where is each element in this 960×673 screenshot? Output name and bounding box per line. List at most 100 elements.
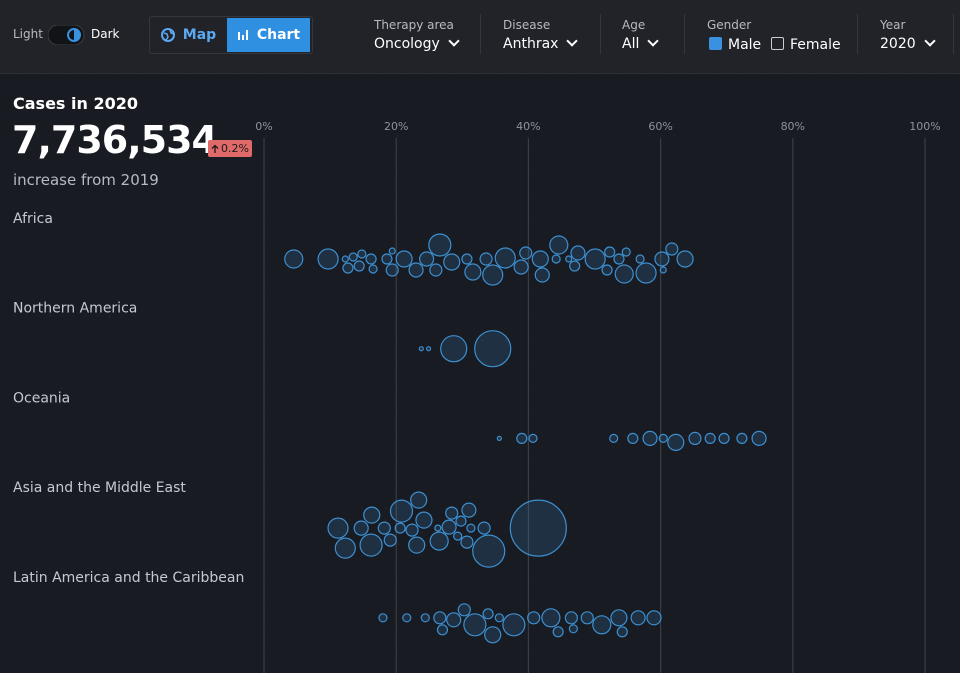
bubble — [528, 433, 538, 443]
bubble — [440, 335, 468, 363]
bubble — [479, 252, 493, 266]
row-label: Northern America — [13, 301, 137, 317]
bubble — [466, 523, 476, 533]
bubble — [436, 624, 449, 636]
filter-value: Anthrax — [503, 36, 559, 52]
bubble — [395, 250, 413, 268]
bubble — [667, 433, 685, 451]
checkbox[interactable] — [771, 37, 784, 50]
bubble — [474, 330, 512, 368]
filter-label: Disease — [503, 18, 551, 32]
theme-toggle[interactable] — [48, 25, 85, 45]
bubble — [484, 626, 502, 644]
bubble — [408, 536, 426, 554]
bubble — [445, 506, 459, 520]
bubble — [441, 519, 457, 535]
bubble — [627, 432, 639, 444]
gender-label: Gender — [707, 18, 752, 32]
bubble — [659, 266, 667, 274]
map-button[interactable]: Map — [150, 18, 227, 52]
bubble — [342, 262, 354, 274]
gender-option-label: Female — [790, 37, 841, 53]
divider — [684, 14, 685, 54]
row-label: Asia and the Middle East — [13, 480, 186, 496]
gender-option[interactable]: Male — [709, 36, 761, 53]
divider — [857, 14, 858, 54]
bubble — [428, 233, 452, 257]
theme-dark[interactable]: Dark — [91, 27, 120, 41]
bubble — [601, 264, 613, 276]
kpi-change-value: 0.2% — [221, 142, 249, 155]
bubble — [327, 517, 349, 539]
bubble — [609, 433, 619, 443]
bubble — [353, 520, 369, 536]
bubble — [418, 346, 424, 352]
bubble — [464, 263, 482, 281]
bubble — [635, 254, 645, 264]
bubble — [463, 613, 487, 637]
bubble — [402, 613, 412, 623]
bubble — [284, 249, 304, 269]
year-dropdown[interactable]: 2020 — [880, 35, 936, 52]
bubble — [569, 260, 581, 272]
filter-value: All — [622, 36, 640, 52]
filter-dropdown[interactable]: Oncology — [374, 35, 460, 52]
bubble — [658, 433, 668, 443]
bubble — [460, 535, 474, 549]
filter-dropdown[interactable]: Anthrax — [503, 35, 579, 52]
map-label: Map — [182, 27, 217, 43]
year-label: Year — [880, 18, 906, 32]
x-tick-label: 0% — [255, 120, 272, 133]
bubble — [317, 248, 339, 270]
bubble — [457, 603, 471, 617]
bubble — [616, 626, 628, 638]
divider — [600, 14, 601, 54]
bubble — [477, 521, 491, 535]
bubble — [704, 432, 716, 444]
bubble — [676, 250, 694, 268]
bubble — [348, 252, 358, 262]
bubble — [688, 431, 702, 445]
bubble — [453, 531, 463, 541]
row-label: Oceania — [13, 390, 70, 406]
bubble — [365, 253, 377, 265]
bubble — [751, 430, 767, 446]
gender-option[interactable]: Female — [771, 36, 841, 53]
bubble — [408, 262, 424, 278]
bubble — [604, 246, 616, 258]
bubble — [502, 613, 526, 637]
bubble — [516, 432, 528, 444]
bubble — [610, 609, 628, 627]
bubble — [383, 533, 397, 547]
checkbox[interactable] — [709, 37, 722, 50]
bubble — [494, 613, 504, 623]
bubble — [334, 537, 356, 559]
bubble — [420, 613, 430, 623]
filter-dropdown[interactable]: All — [622, 35, 660, 52]
bubble — [642, 430, 658, 446]
bubble — [592, 615, 612, 635]
bubble — [551, 254, 561, 264]
gender-option-label: Male — [728, 37, 762, 53]
chart-button[interactable]: Chart — [227, 18, 310, 52]
bubble — [359, 533, 383, 557]
x-tick-label: 100% — [909, 120, 940, 133]
row-label: Africa — [13, 211, 53, 227]
bubble — [388, 247, 396, 255]
bubble — [368, 264, 378, 274]
bubble — [496, 435, 502, 441]
theme-light[interactable]: Light — [13, 27, 43, 41]
bubble — [472, 534, 506, 568]
kpi-value: 7,736,534 — [12, 118, 218, 162]
divider — [480, 14, 481, 54]
bubble — [654, 251, 670, 267]
bubble — [549, 235, 569, 255]
bubble — [381, 253, 393, 265]
kpi-caption: increase from 2019 — [13, 171, 159, 189]
bubble — [635, 262, 657, 284]
chart: 0% 20% 40% 60% 80% 100% Africa Northern America… — [0, 74, 960, 673]
bubble — [584, 248, 606, 270]
x-tick-label: 20% — [384, 120, 408, 133]
bubble — [614, 264, 634, 284]
kpi-title: Cases in 2020 — [13, 94, 138, 113]
